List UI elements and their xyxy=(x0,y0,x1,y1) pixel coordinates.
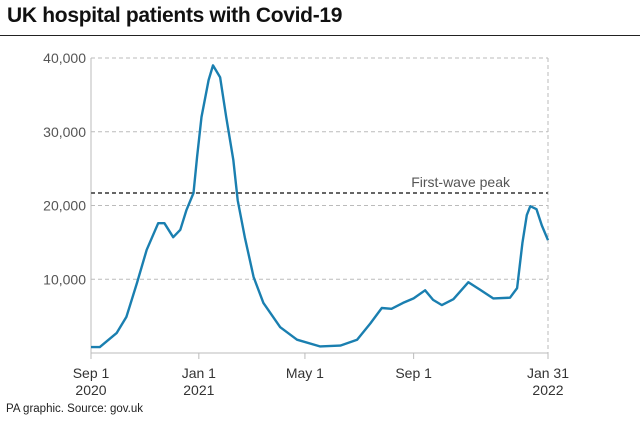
x-tick-label: Jan 31 xyxy=(527,365,569,381)
x-tick-label: Sep 1 xyxy=(395,365,432,381)
chart-title: UK hospital patients with Covid-19 xyxy=(7,4,343,27)
x-tick-year: 2022 xyxy=(532,382,563,398)
x-tick-label: Sep 1 xyxy=(73,365,110,381)
series-line xyxy=(91,64,550,349)
y-tick-label: 10,000 xyxy=(43,271,86,287)
x-tick-year: 2021 xyxy=(183,382,214,398)
x-tick-label: May 1 xyxy=(286,365,324,381)
source-note: PA graphic. Source: gov.uk xyxy=(6,403,144,415)
x-tick-year: 2020 xyxy=(75,382,106,398)
y-tick-label: 20,000 xyxy=(43,198,86,214)
reference-label: First-wave peak xyxy=(411,174,511,190)
x-tick-label: Jan 1 xyxy=(182,365,216,381)
title-divider xyxy=(0,35,640,36)
y-tick-label: 40,000 xyxy=(43,50,86,66)
y-tick-label: 30,000 xyxy=(43,124,86,140)
